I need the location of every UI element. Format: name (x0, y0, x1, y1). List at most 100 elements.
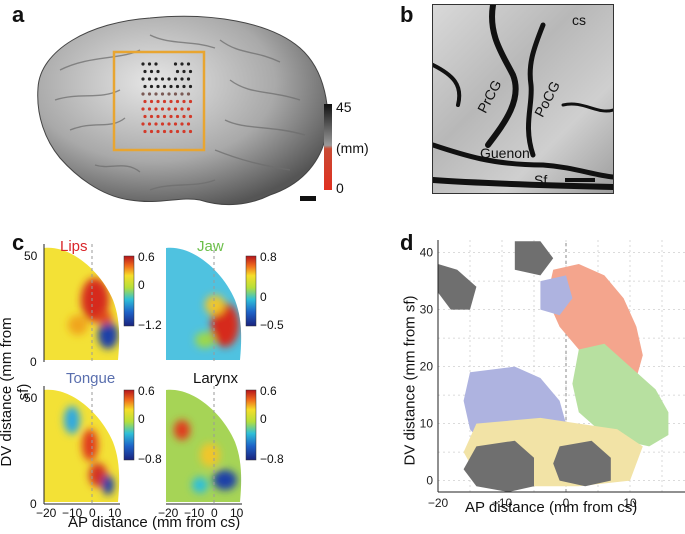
c-xtick-1-0: 0 (89, 506, 96, 520)
c-xtick-2-10: 10 (230, 506, 244, 520)
electrode (147, 92, 152, 96)
label-sf: Sf (534, 172, 548, 188)
d-xtick-label: −10 (492, 496, 513, 510)
electrode (182, 69, 186, 74)
electrode (186, 62, 191, 66)
electrode (180, 77, 184, 81)
electrode (160, 122, 165, 126)
electrode (180, 107, 184, 111)
map-title-lips: Lips (60, 238, 88, 255)
electrode (154, 62, 158, 66)
c-xlabel: AP distance (mm from cs) (68, 514, 241, 531)
label-cs: cs (572, 12, 586, 28)
d-xtick-label: 0 (563, 496, 570, 510)
heatmap-jaw (166, 247, 242, 360)
cb-larynx-top: 0.6 (260, 384, 277, 398)
panel-b-photo (432, 4, 614, 194)
electrode (175, 129, 180, 134)
electrode (160, 92, 165, 96)
c-xtick-2-m20: −20 (158, 506, 179, 520)
panel-d-figure: −20−1001020010203040 (420, 240, 685, 510)
electrode (173, 122, 178, 126)
c-xtick-2-0: 0 (211, 506, 218, 520)
electrode (156, 114, 160, 119)
electrode (160, 107, 165, 111)
panel-letter-a: a (12, 2, 25, 27)
cb-larynx-mid: 0 (260, 412, 267, 426)
electrode (162, 114, 167, 119)
electrode (167, 122, 171, 126)
d-ylabel: DV distance (mm from sf) (401, 295, 419, 466)
electrode (141, 122, 145, 126)
d-ytick-label: 0 (426, 474, 433, 488)
electrode (169, 129, 173, 134)
electrode (188, 84, 193, 89)
region-tongue-upper (540, 275, 573, 316)
electrode (186, 107, 191, 111)
d-xtick-label: −20 (428, 496, 449, 510)
electrode (169, 84, 173, 89)
electrode (160, 77, 165, 81)
electrode (175, 69, 180, 74)
colorbar-larynx (245, 389, 257, 461)
electrode (182, 114, 186, 119)
d-ytick-label: 20 (420, 360, 433, 374)
electrode (143, 84, 147, 89)
electrode (156, 99, 160, 104)
electrode (173, 62, 178, 66)
electrode (149, 99, 154, 104)
electrode (154, 92, 158, 96)
panel-letter-d: d (400, 230, 414, 255)
cb-lips-bot: −1.2 (138, 318, 162, 332)
electrode (188, 129, 193, 134)
map-title-larynx: Larynx (193, 370, 239, 387)
cb-lips-top: 0.6 (138, 250, 155, 264)
electrode (141, 77, 145, 81)
panel-c-figure (43, 244, 257, 505)
c-xtick-2-m10: −10 (184, 506, 205, 520)
panel-letter-c: c (12, 230, 25, 255)
electrode (156, 84, 160, 89)
electrode (188, 114, 193, 119)
electrode (173, 77, 178, 81)
cs-lines (91, 244, 215, 504)
heatmap-lips (44, 247, 120, 360)
cb-tongue-bot: −0.8 (138, 452, 162, 466)
electrode (175, 114, 180, 119)
electrode-grid-box (112, 50, 206, 152)
c-ytick-bot-0: 0 (30, 497, 37, 511)
map-title-tongue: Tongue (66, 370, 116, 387)
c-ytick-top-0: 0 (30, 355, 37, 369)
electrode (180, 122, 184, 126)
colorbar-tongue (123, 389, 135, 461)
c-xtick-1-10: 10 (108, 506, 122, 520)
electrode (154, 77, 158, 81)
c-ytick-bot-50: 50 (24, 391, 38, 405)
cb-tongue-mid: 0 (138, 412, 145, 426)
panel-a-figure (37, 15, 329, 205)
cb-lips-mid: 0 (138, 278, 145, 292)
electrode (147, 122, 152, 126)
electrode-array (141, 62, 193, 134)
electrode (141, 92, 145, 96)
panel-b-sulci (433, 5, 613, 190)
d-ytick-label: 40 (420, 246, 433, 260)
cb-jaw-top: 0.8 (260, 250, 277, 264)
label-guenon: Guenon (480, 145, 530, 161)
depth-colorbar-min: 0 (336, 180, 344, 196)
colorbar-lips (123, 255, 135, 327)
electrode (167, 92, 171, 96)
d-xlabel: AP distance (mm from cs) (465, 499, 638, 516)
electrode (188, 69, 193, 74)
electrode (162, 129, 167, 134)
electrode (156, 69, 160, 74)
electrode (143, 69, 147, 74)
electrode (149, 114, 154, 119)
electrode (143, 99, 147, 104)
region-other-top-mid (514, 241, 554, 276)
electrode (141, 62, 145, 66)
depth-colorbar (324, 104, 332, 190)
electrode (182, 129, 186, 134)
electrode (154, 122, 158, 126)
electrode (186, 122, 191, 126)
